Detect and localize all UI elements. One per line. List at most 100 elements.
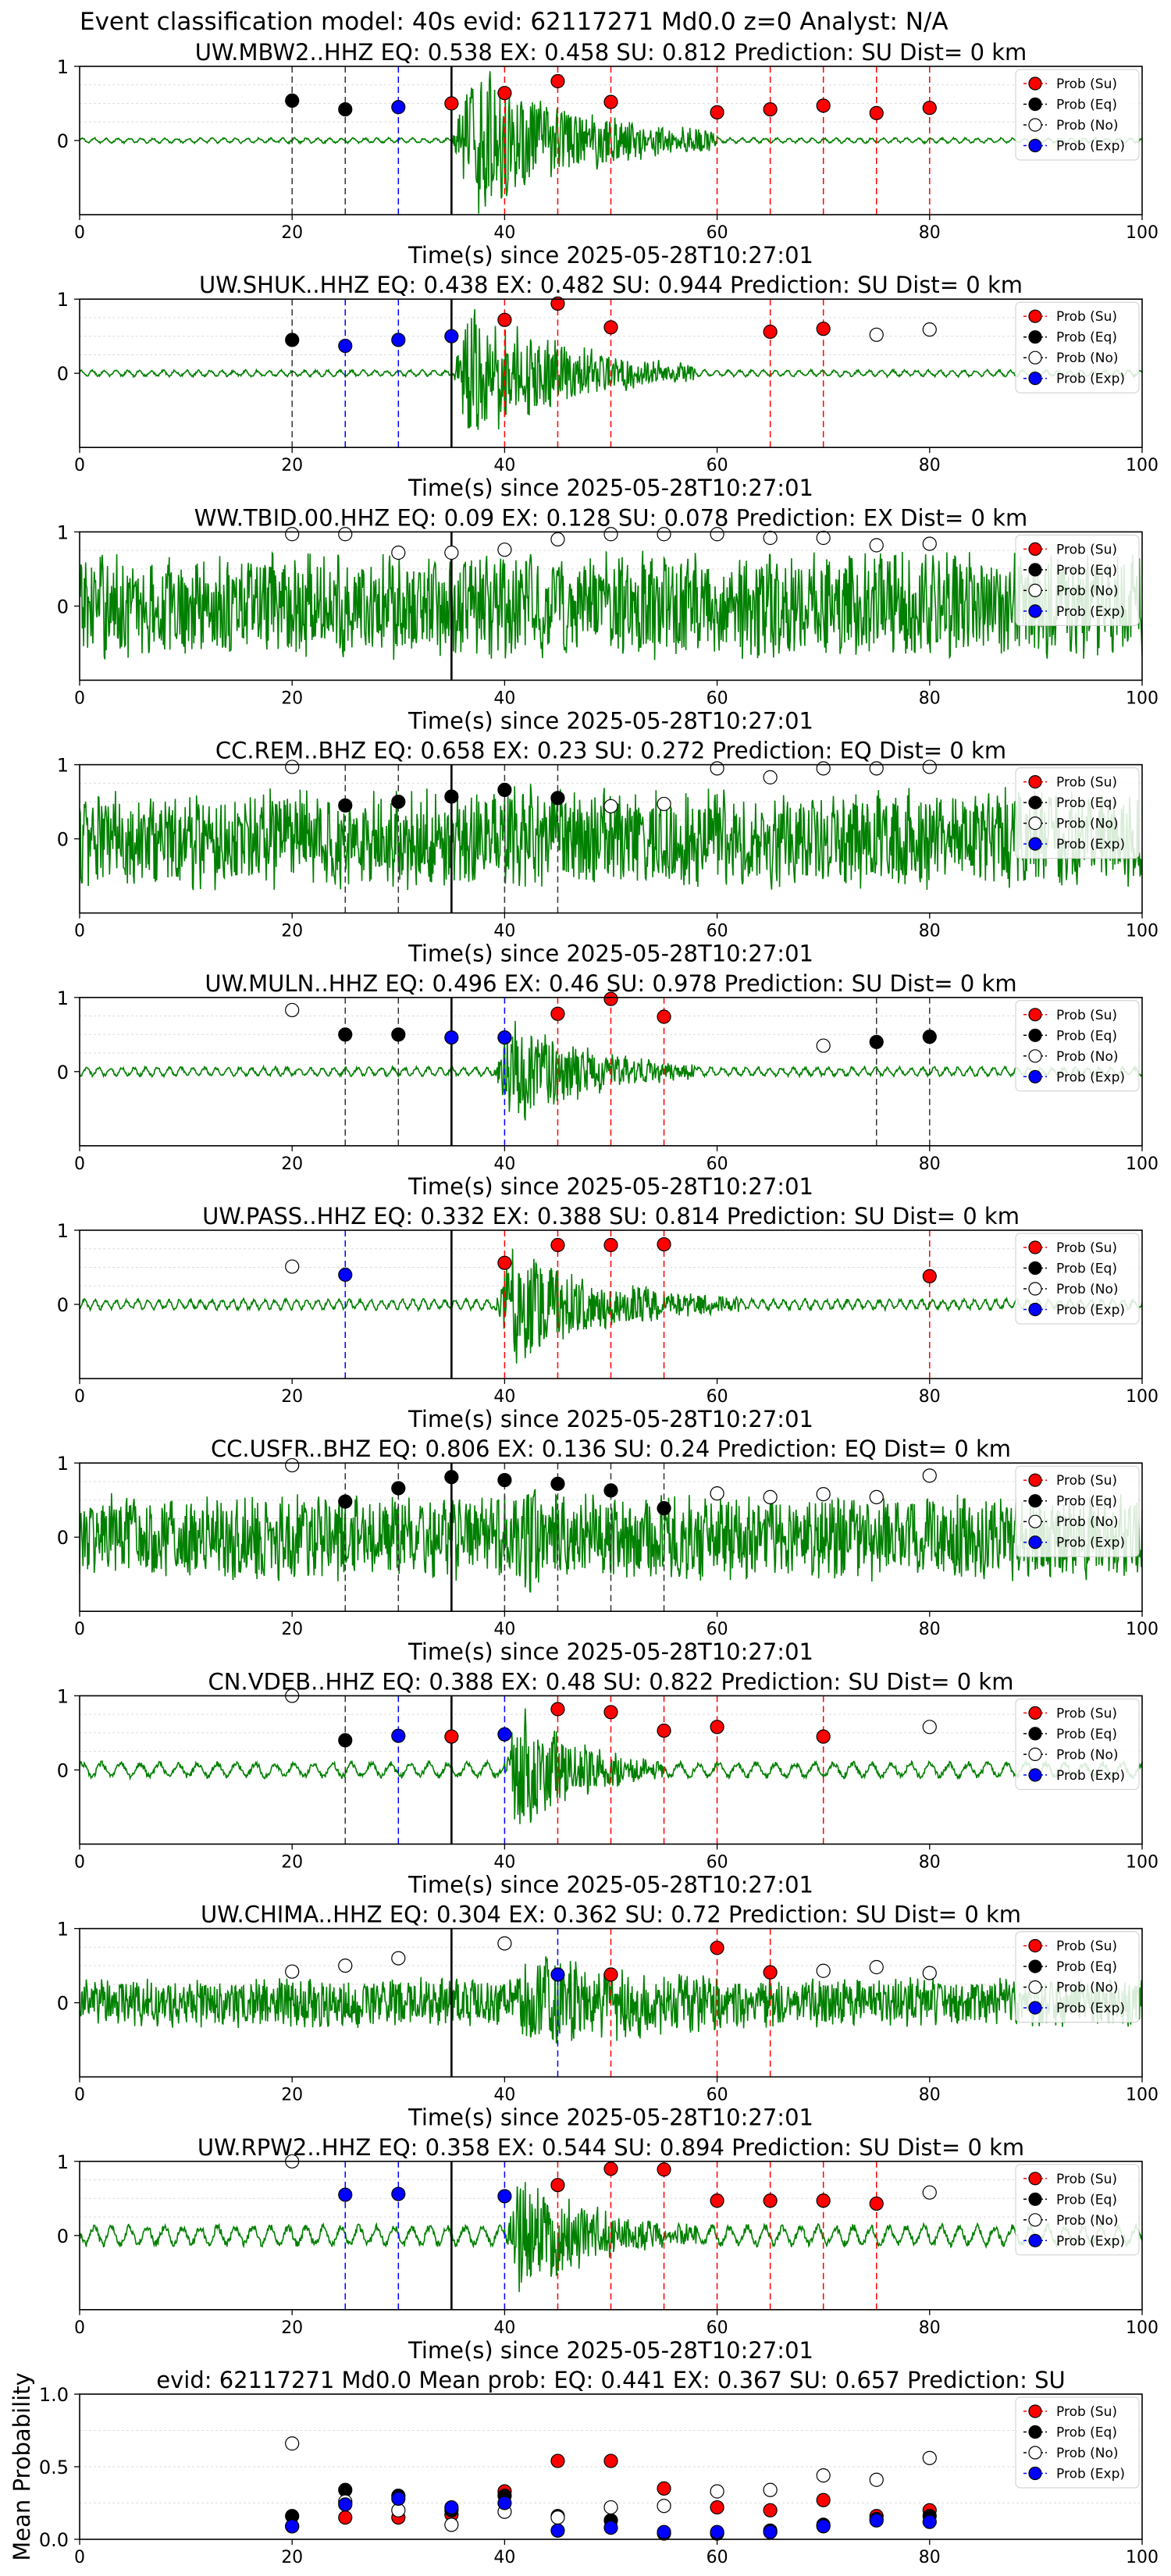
- x-tick-label: 20: [281, 2548, 303, 2567]
- prob-point-su: [497, 86, 512, 101]
- legend-label-no: Prob (No): [1056, 583, 1119, 599]
- y-tick-label: 0: [57, 596, 69, 617]
- prob-point-su: [816, 1729, 831, 1744]
- x-axis-label: Time(s) since 2025-05-28T10:27:01: [408, 475, 813, 501]
- x-tick-label: 40: [493, 1852, 515, 1872]
- x-tick-label: 80: [919, 1620, 941, 1639]
- panel-title: UW.SHUK..HHZ EQ: 0.438 EX: 0.482 SU: 0.9…: [199, 272, 1023, 298]
- axes-frame: [79, 1462, 1143, 1612]
- panel-title: WW.TBID.00.HHZ EQ: 0.09 EX: 0.128 SU: 0.…: [194, 504, 1028, 531]
- legend-marker-exp: [1028, 2466, 1042, 2481]
- legend-label-su: Prob (Su): [1056, 1939, 1117, 1955]
- legend-label-eq: Prob (Eq): [1056, 330, 1117, 346]
- x-tick-label: 60: [707, 2086, 728, 2105]
- legend-label-su: Prob (Su): [1056, 2404, 1117, 2420]
- prob-point-no: [285, 1457, 300, 1473]
- legend-marker-no: [1028, 1282, 1042, 1296]
- prob-point-eq: [869, 1034, 884, 1049]
- x-axis-label: Time(s) since 2025-05-28T10:27:01: [408, 1406, 813, 1432]
- y-tick-label: 1: [57, 755, 69, 777]
- x-tick-label: 20: [281, 1387, 303, 1407]
- legend-box: [1015, 69, 1140, 161]
- x-tick-label: 60: [707, 223, 728, 243]
- station-panel: UW.CHIMA..HHZ EQ: 0.304 EX: 0.362 SU: 0.…: [57, 1902, 1159, 2131]
- prob-point-no: [444, 545, 459, 560]
- x-tick-label: 20: [281, 1620, 303, 1639]
- legend-label-exp: Prob (Exp): [1056, 2233, 1125, 2249]
- x-tick-label: 60: [707, 1387, 728, 1407]
- x-tick-label: 40: [493, 2318, 515, 2338]
- axes-frame: [79, 997, 1143, 1147]
- x-tick-label: 80: [919, 1387, 941, 1407]
- legend-marker-su: [1028, 1473, 1042, 1487]
- legend-box: [1015, 767, 1140, 859]
- x-tick-label: 100: [1126, 1387, 1159, 1407]
- prob-point-su: [657, 1723, 671, 1738]
- legend-label-exp: Prob (Exp): [1056, 372, 1125, 387]
- prob-point-no: [338, 1959, 353, 1973]
- axes-frame: [79, 2161, 1143, 2311]
- station-panel: UW.PASS..HHZ EQ: 0.332 EX: 0.388 SU: 0.8…: [57, 1203, 1159, 1432]
- x-tick-label: 40: [493, 223, 515, 243]
- x-tick-label: 80: [919, 223, 941, 243]
- x-tick-label: 60: [707, 922, 728, 941]
- legend-label-eq: Prob (Eq): [1056, 1494, 1117, 1510]
- x-tick-label: 80: [919, 2318, 941, 2338]
- prob-point-exp: [444, 329, 459, 343]
- mean-point-exp: [497, 2496, 512, 2510]
- mean-point-exp: [922, 2514, 937, 2529]
- prob-point-eq: [444, 789, 459, 804]
- x-tick-label: 0: [74, 2086, 85, 2105]
- y-tick-label: 0.5: [39, 2457, 69, 2478]
- legend-label-exp: Prob (Exp): [1056, 604, 1125, 620]
- x-tick-label: 0: [74, 2318, 85, 2338]
- legend-marker-exp: [1028, 1768, 1042, 1782]
- prob-point-no: [657, 796, 671, 812]
- axes-frame: [79, 66, 1143, 215]
- y-tick-label: 0: [57, 130, 69, 152]
- legend-label-exp: Prob (Exp): [1056, 1535, 1125, 1551]
- x-tick-label: 20: [281, 688, 303, 708]
- legend-box: [1015, 1465, 1140, 1557]
- prob-point-eq: [657, 1501, 671, 1516]
- mean-point-su: [550, 2453, 565, 2468]
- x-tick-label: 80: [919, 1155, 941, 1174]
- legend-label-exp: Prob (Exp): [1056, 1069, 1125, 1085]
- legend-label-no: Prob (No): [1056, 1049, 1119, 1065]
- x-axis-label: Time(s) since 2025-05-28T10:27:01: [408, 1871, 813, 1898]
- prob-point-no: [816, 761, 831, 776]
- panel-title: CN.VDEB..HHZ EQ: 0.388 EX: 0.48 SU: 0.82…: [208, 1668, 1014, 1695]
- legend-label-no: Prob (No): [1056, 2446, 1119, 2461]
- x-tick-label: 60: [707, 1620, 728, 1639]
- mean-point-no: [285, 2436, 300, 2451]
- legend-marker-su: [1028, 2404, 1042, 2418]
- x-tick-label: 60: [707, 2318, 728, 2338]
- legend-label-no: Prob (No): [1056, 350, 1119, 366]
- prob-point-no: [922, 2185, 937, 2200]
- mean-point-exp: [816, 2519, 831, 2534]
- prob-point-no: [285, 1259, 300, 1274]
- mean-point-exp: [710, 2524, 724, 2539]
- legend-marker-exp: [1028, 2001, 1042, 2015]
- panel-title: UW.PASS..HHZ EQ: 0.332 EX: 0.388 SU: 0.8…: [202, 1203, 1020, 1229]
- legend-box: [1015, 2396, 1140, 2489]
- y-tick-label: 1: [57, 2151, 69, 2173]
- mean-point-no: [550, 2510, 565, 2525]
- legend-marker-no: [1028, 816, 1042, 831]
- x-tick-label: 0: [74, 1155, 85, 1174]
- legend-label-eq: Prob (Eq): [1056, 795, 1117, 811]
- mean-probability-panel: evid: 62117271 Md0.0 Mean prob: EQ: 0.44…: [9, 2367, 1159, 2567]
- x-axis-label: Time(s) since 2025-05-28T10:27:01: [408, 707, 813, 734]
- legend-label-eq: Prob (Eq): [1056, 1261, 1117, 1277]
- station-panel: CC.REM..BHZ EQ: 0.658 EX: 0.23 SU: 0.272…: [57, 738, 1159, 967]
- x-tick-label: 60: [707, 456, 728, 475]
- prob-point-su: [922, 101, 937, 116]
- mean-point-no: [444, 2517, 459, 2532]
- x-tick-label: 80: [919, 922, 941, 941]
- x-axis-label: Time(s) since 2025-05-28T10:27:01: [408, 1638, 813, 1665]
- x-tick-label: 0: [74, 688, 85, 708]
- legend-marker-su: [1028, 1240, 1042, 1254]
- legend-marker-su: [1028, 1706, 1042, 1720]
- legend-marker-no: [1028, 350, 1042, 365]
- prob-point-su: [869, 2196, 884, 2211]
